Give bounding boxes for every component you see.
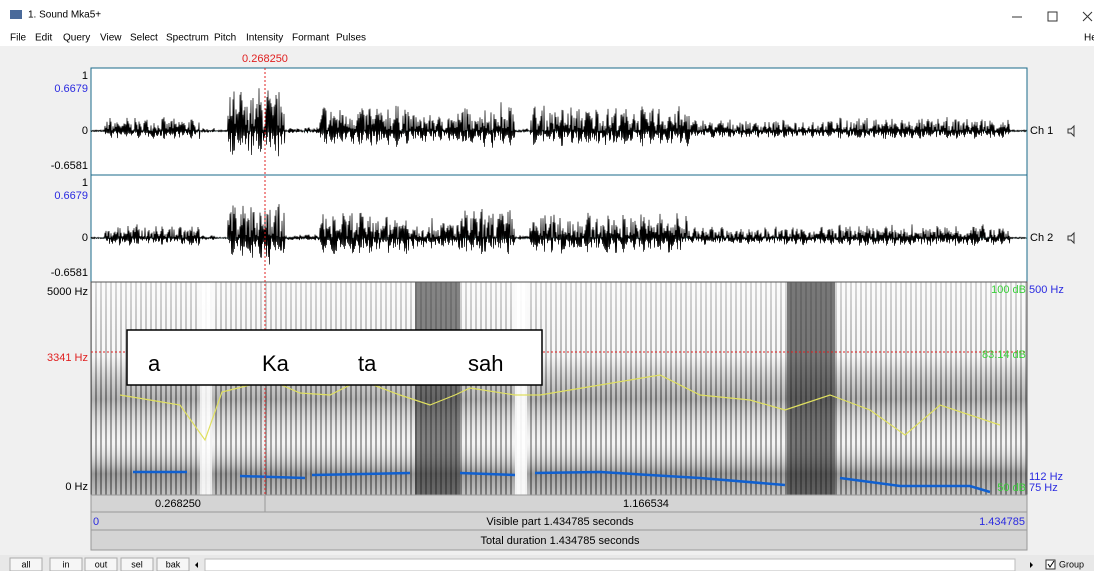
freq-top: 5000 Hz — [47, 286, 88, 298]
syllable: a — [148, 351, 161, 376]
freq-cursor: 3341 Hz — [47, 352, 88, 364]
spectrogram-shade — [515, 282, 527, 495]
intensity-top: 100 dB — [991, 284, 1026, 296]
amp-upper: 0.6679 — [54, 190, 88, 202]
app-icon — [10, 10, 22, 19]
button-label: in — [62, 559, 69, 569]
button-label: bak — [166, 559, 181, 569]
visible-label: Visible part 1.434785 seconds — [486, 516, 634, 528]
button-label: sel — [131, 559, 143, 569]
spectrogram-shade — [787, 282, 835, 495]
pitch-top: 500 Hz — [1029, 284, 1064, 296]
spectrogram-shade — [415, 282, 460, 495]
menu-item[interactable]: He — [1084, 33, 1094, 44]
button-label: all — [21, 559, 30, 569]
button-label: out — [95, 559, 108, 569]
total-label: Total duration 1.434785 seconds — [480, 535, 640, 547]
amp-upper: 0.6679 — [54, 83, 88, 95]
amp-min: -0.6581 — [51, 160, 88, 172]
time-right: 1.166534 — [623, 498, 669, 510]
visible-end: 1.434785 — [979, 516, 1025, 528]
time-left: 0.268250 — [155, 498, 201, 510]
amp-zero: 0 — [82, 125, 88, 137]
group-label: Group — [1059, 559, 1084, 569]
menu-bar — [0, 30, 1094, 46]
menu-item[interactable]: Edit — [35, 33, 52, 44]
channel-name[interactable]: Ch 1 — [1030, 125, 1053, 137]
amp-max: 1 — [82, 70, 88, 82]
menu-item[interactable]: Spectrum — [166, 33, 209, 44]
menu-item[interactable]: Select — [130, 33, 158, 44]
visible-start: 0 — [93, 516, 99, 528]
syllable: ta — [358, 351, 377, 376]
title-bar — [0, 0, 1094, 30]
menu-item[interactable]: View — [100, 33, 122, 44]
menu-item[interactable]: Pitch — [214, 33, 236, 44]
amp-zero: 0 — [82, 232, 88, 244]
menu-item[interactable]: Query — [63, 33, 90, 44]
freq-bottom: 0 Hz — [65, 481, 88, 493]
menu-item[interactable]: File — [10, 33, 27, 44]
intensity-bottom: 50 dB — [997, 482, 1026, 494]
syllable: Ka — [262, 351, 290, 376]
intensity-cursor: 83.14 dB — [982, 349, 1026, 361]
scrollbar[interactable] — [205, 559, 1015, 571]
channel-name[interactable]: Ch 2 — [1030, 232, 1053, 244]
menu-item[interactable]: Intensity — [246, 33, 283, 44]
praat-window: 1. Sound Mka5+ Group File Edit Query View Se… — [0, 0, 1094, 571]
spectrogram-shade — [200, 282, 212, 495]
spectrogram-shade — [91, 282, 1027, 495]
amp-max: 1 — [82, 177, 88, 189]
window-title: 1. Sound Mka5+ — [28, 10, 101, 21]
menu-item[interactable]: Pulses — [336, 33, 366, 44]
menu-item[interactable]: Formant — [292, 33, 329, 44]
amp-min: -0.6581 — [51, 267, 88, 279]
pitch-bottom: 75 Hz — [1029, 482, 1058, 494]
cursor-time[interactable]: 0.268250 — [242, 53, 288, 65]
syllable: sah — [468, 351, 503, 376]
